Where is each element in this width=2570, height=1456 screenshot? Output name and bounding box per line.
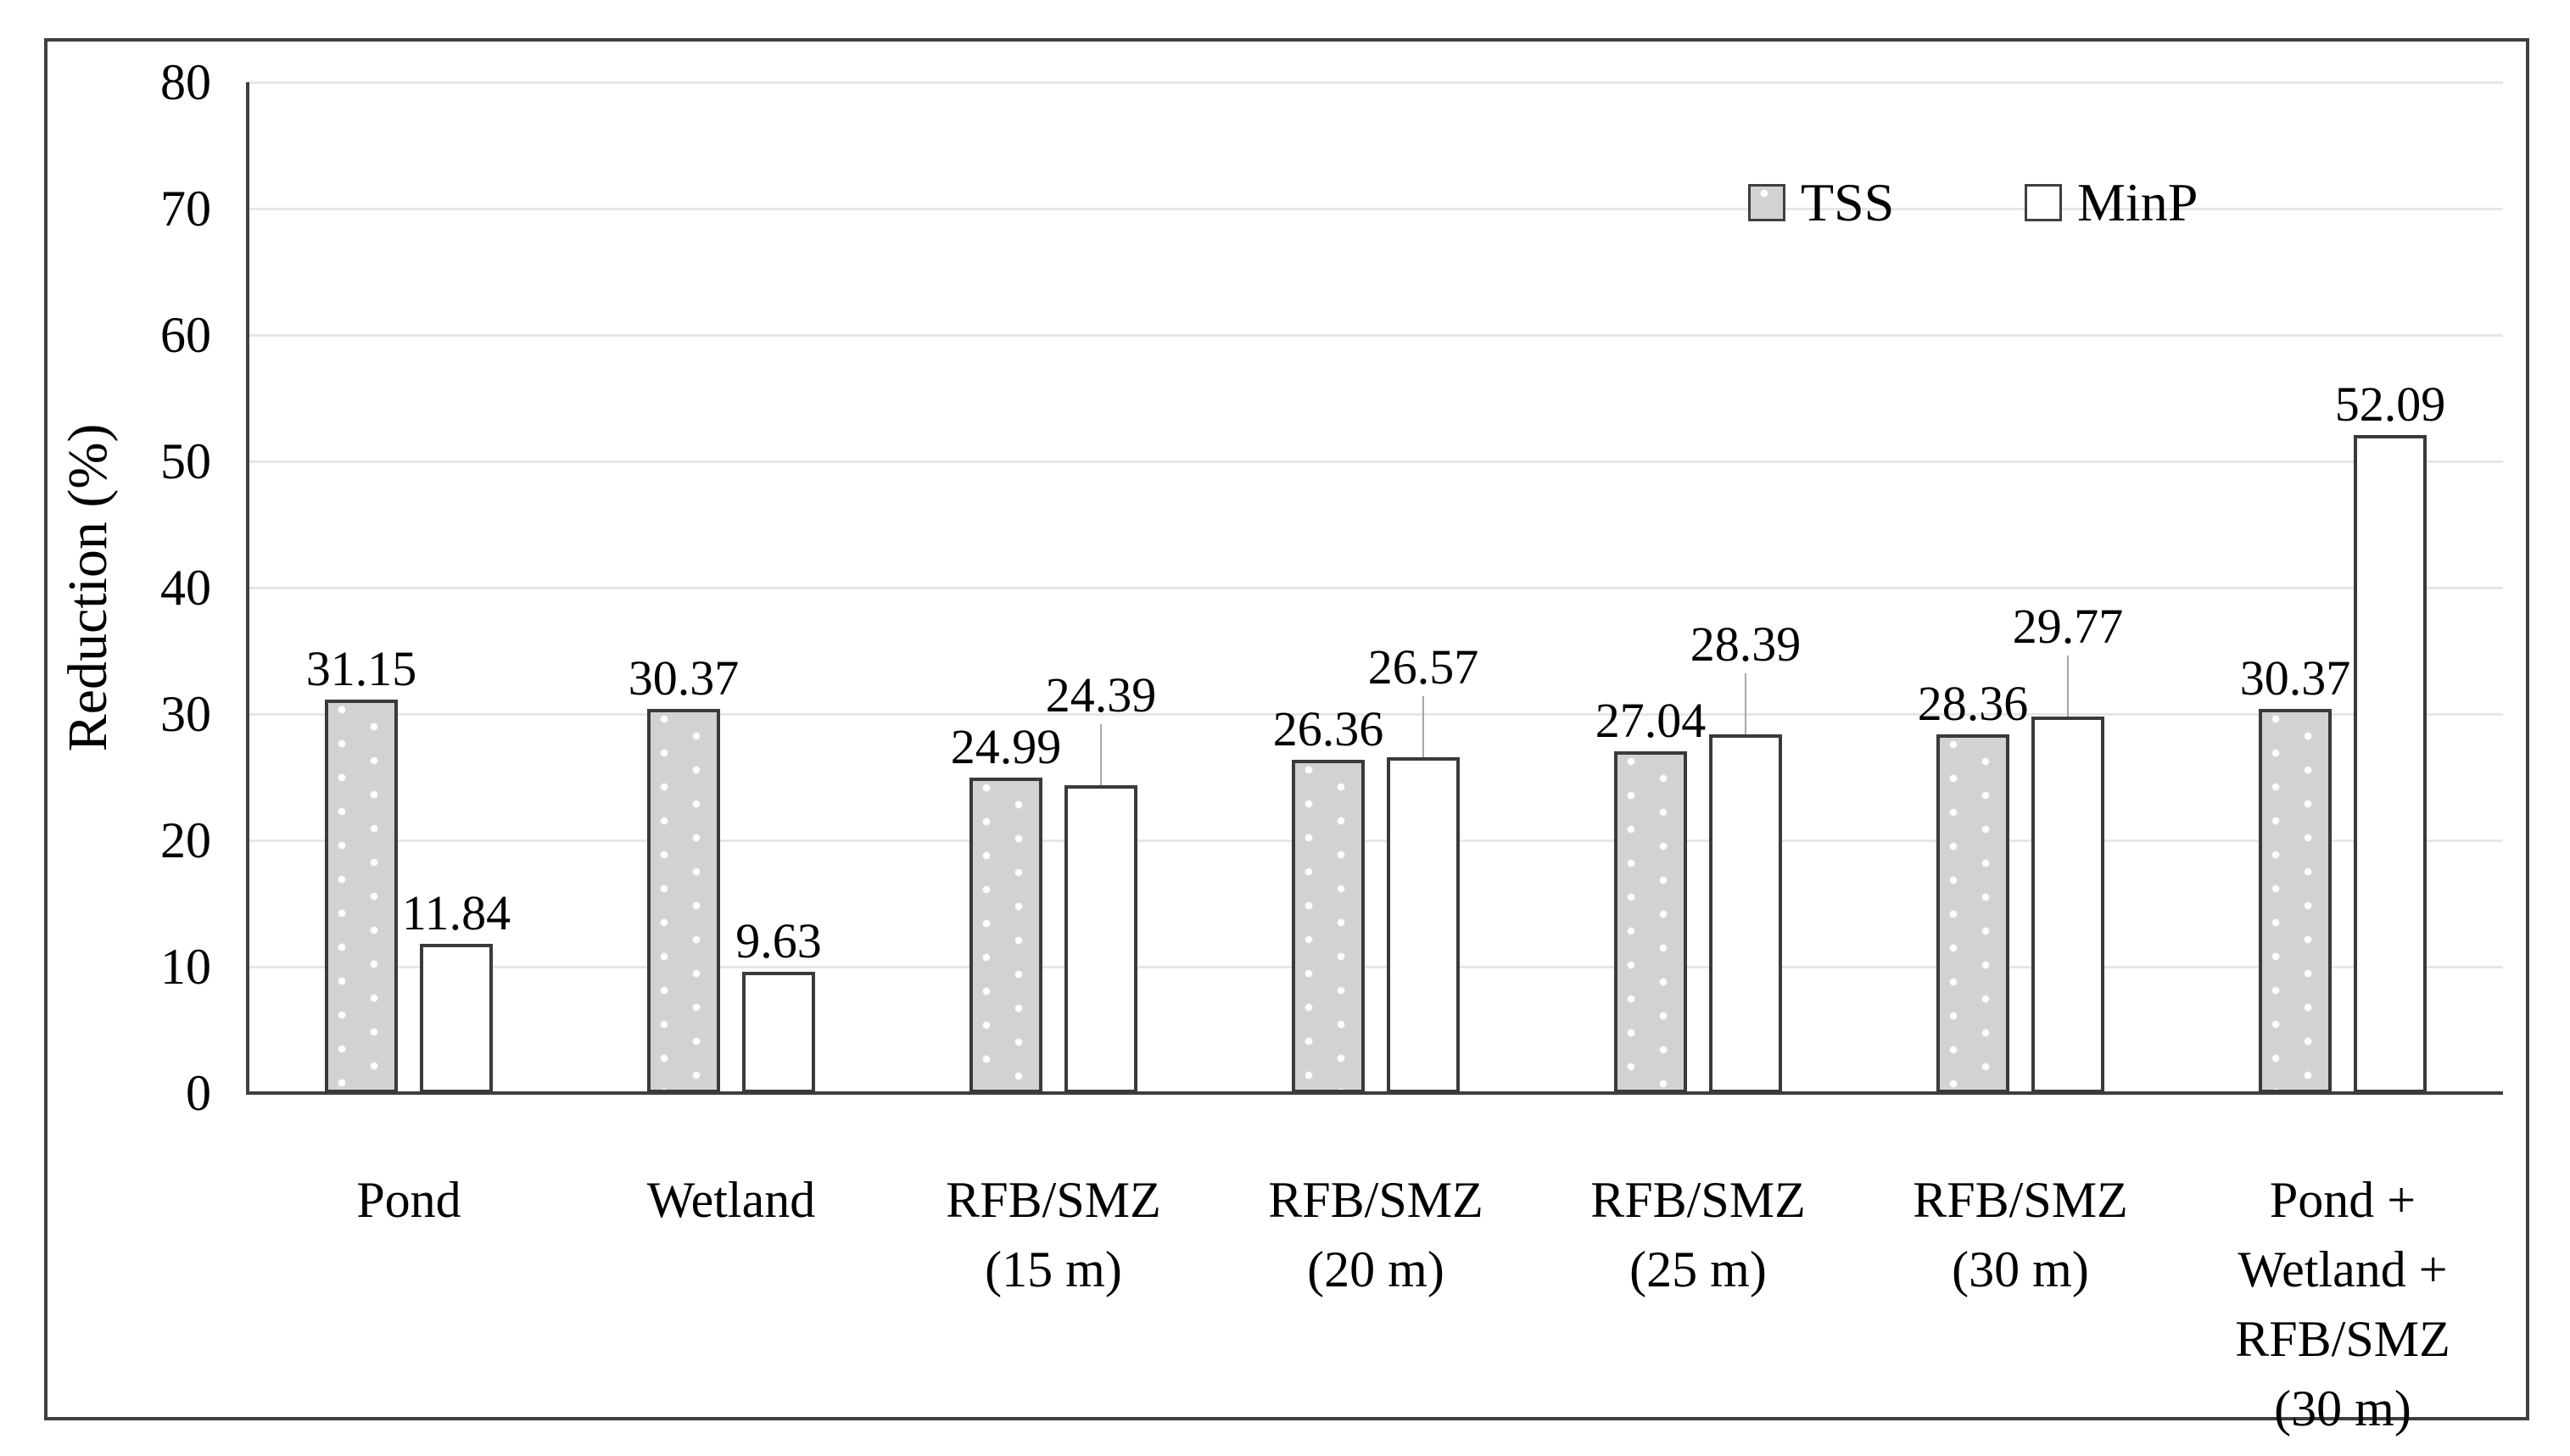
legend-item-minp: MinP [2025,170,2198,235]
value-label-tss-0: 31.15 [305,640,417,696]
bar-minp-0 [420,943,493,1093]
legend-swatch-minp [2025,184,2062,221]
value-label-tss-3: 26.36 [1272,701,1384,757]
category-label-2: RFB/SMZ (15 m) [946,1172,1161,1297]
bar-tss-1 [647,709,720,1093]
leader-line-minp-4 [1745,672,1746,734]
bar-tss-0 [325,699,398,1093]
y-tick-label-10: 10 [160,939,211,995]
value-label-tss-4: 27.04 [1595,693,1707,749]
value-label-minp-2: 24.39 [1045,667,1157,722]
x-axis-line [248,1091,2503,1095]
chart-figure: Reduction (%) 0 10 20 30 40 50 60 70 80 31.15 11.… [44,38,2529,1436]
bar-tss-6 [2259,709,2332,1093]
gridline-60 [248,334,2503,337]
gridline-10 [248,966,2503,968]
category-label-6: Pond + Wetland + RFB/SMZ (30 m) [2235,1172,2450,1436]
y-tick-label-80: 80 [160,54,211,110]
y-tick-label-0: 0 [186,1065,211,1121]
category-label-4: RFB/SMZ (25 m) [1590,1172,1806,1297]
legend-swatch-tss [1748,184,1785,221]
value-label-minp-0: 11.84 [401,884,511,940]
leader-line-minp-5 [2067,655,2069,717]
y-tick-label-40: 40 [160,560,211,616]
y-tick-label-30: 30 [160,686,211,742]
value-label-tss-1: 30.37 [628,650,740,706]
bar-tss-3 [1292,760,1365,1093]
gridline-20 [248,840,2503,842]
gridline-30 [248,713,2503,716]
value-label-minp-6: 52.09 [2334,376,2446,432]
y-tick-label-60: 60 [160,307,211,363]
legend-item-tss: TSS [1748,170,1894,235]
leader-line-minp-2 [1100,723,1102,785]
y-tick-label-50: 50 [160,433,211,489]
category-label-5: RFB/SMZ (30 m) [1913,1172,2128,1297]
gridline-70 [248,208,2503,210]
gridline-40 [248,587,2503,589]
bar-minp-4 [1709,734,1782,1093]
bar-tss-2 [969,777,1042,1093]
bar-minp-2 [1064,784,1137,1093]
category-label-0: Pond [356,1172,461,1228]
value-label-minp-1: 9.63 [735,912,822,968]
bar-tss-4 [1614,751,1687,1093]
category-label-3: RFB/SMZ (20 m) [1268,1172,1483,1297]
gridline-50 [248,460,2503,463]
gridline-80 [248,81,2503,84]
bar-minp-3 [1387,757,1460,1093]
category-label-1: Wetland [646,1172,816,1228]
bar-minp-5 [2031,717,2104,1093]
value-label-tss-5: 28.36 [1917,676,2029,732]
y-axis-line [246,82,249,1095]
y-tick-label-70: 70 [160,181,211,237]
legend-label-tss: TSS [1801,172,1895,232]
bar-minp-1 [742,971,815,1093]
value-label-minp-3: 26.57 [1367,639,1479,695]
leader-line-minp-3 [1422,696,1424,758]
value-label-minp-5: 29.77 [2012,599,2124,655]
bar-minp-6 [2354,434,2427,1093]
legend-label-minp: MinP [2077,172,2198,232]
y-tick-label-20: 20 [160,812,211,868]
bar-tss-5 [1936,734,2009,1093]
value-label-minp-4: 28.39 [1690,616,1802,672]
value-label-tss-6: 30.37 [2239,650,2351,706]
value-label-tss-2: 24.99 [950,718,1062,774]
